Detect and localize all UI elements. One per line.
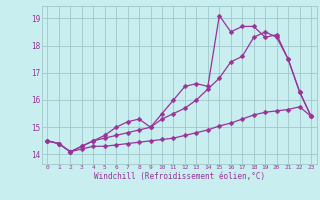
X-axis label: Windchill (Refroidissement éolien,°C): Windchill (Refroidissement éolien,°C)	[94, 172, 265, 181]
